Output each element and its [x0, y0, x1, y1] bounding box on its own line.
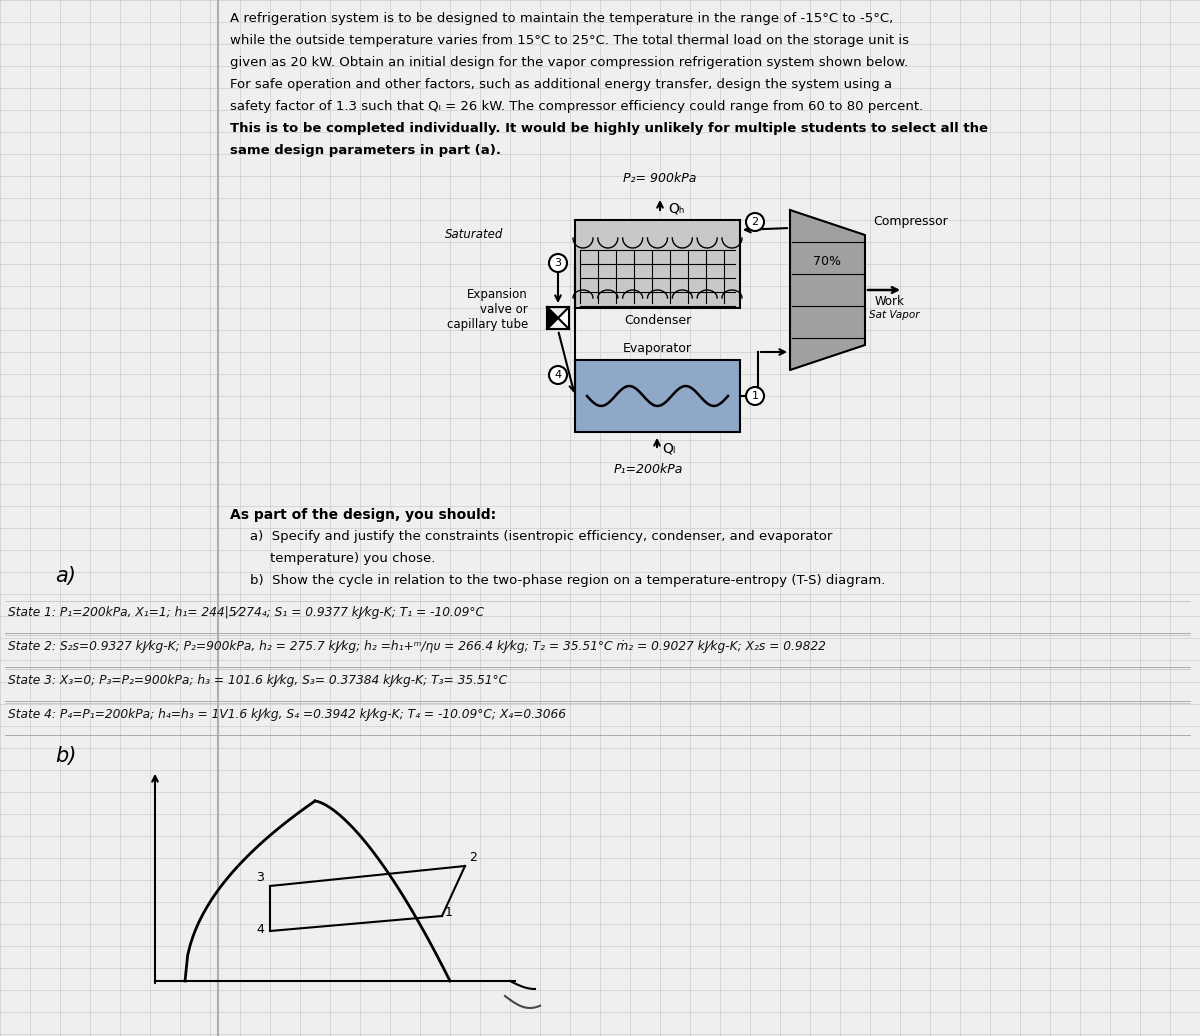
- Polygon shape: [558, 307, 569, 329]
- Text: same design parameters in part (a).: same design parameters in part (a).: [230, 144, 502, 157]
- Text: 4: 4: [256, 923, 264, 936]
- Bar: [575, 220, 740, 308]
- Text: b)  Show the cycle in relation to the two-phase region on a temperature-entropy : b) Show the cycle in relation to the two…: [250, 574, 886, 587]
- Polygon shape: [547, 307, 558, 329]
- Circle shape: [550, 254, 568, 272]
- Text: Sat Vapor: Sat Vapor: [869, 310, 919, 320]
- Text: Qₗ: Qₗ: [662, 441, 676, 455]
- Text: State 1: P₁=200kPa, X₁=1; h₁= 244|5⁄274₄; S₁ = 0.9377 kJ⁄kg-K; T₁ = -10.09°C: State 1: P₁=200kPa, X₁=1; h₁= 244|5⁄274₄…: [8, 606, 484, 618]
- Text: State 3: X₃=0; P₃=P₂=900kPa; h₃ = 101.6 kJ⁄kg, S₃= 0.37384 kJ⁄kg-K; T₃= 35.51°C: State 3: X₃=0; P₃=P₂=900kPa; h₃ = 101.6 …: [8, 674, 508, 687]
- Text: 2: 2: [469, 851, 476, 864]
- Text: P₂= 900kPa: P₂= 900kPa: [623, 172, 697, 185]
- Text: A refrigeration system is to be designed to maintain the temperature in the rang: A refrigeration system is to be designed…: [230, 12, 893, 25]
- Text: Condenser: Condenser: [624, 314, 691, 327]
- Text: a): a): [55, 566, 76, 586]
- Text: 1: 1: [445, 906, 452, 919]
- Text: 4: 4: [554, 370, 562, 380]
- Text: given as 20 kW. Obtain an initial design for the vapor compression refrigeration: given as 20 kW. Obtain an initial design…: [230, 56, 908, 69]
- Circle shape: [746, 387, 764, 405]
- Circle shape: [550, 366, 568, 384]
- Text: safety factor of 1.3 such that Qₗ = 26 kW. The compressor efficiency could range: safety factor of 1.3 such that Qₗ = 26 k…: [230, 100, 923, 113]
- Text: 1: 1: [751, 391, 758, 401]
- Text: Compressor: Compressor: [874, 215, 948, 228]
- Text: State 2: S₂s=0.9327 kJ⁄kg-K; P₂=900kPa, h₂ = 275.7 kJ⁄kg; h₂ =h₁+ᵐ/ηᴜ = 266.4 kJ: State 2: S₂s=0.9327 kJ⁄kg-K; P₂=900kPa, …: [8, 640, 826, 653]
- Text: This is to be completed individually. It would be highly unlikely for multiple s: This is to be completed individually. It…: [230, 122, 988, 135]
- Text: State 4: P₄=P₁=200kPa; h₄=h₃ = 1V1.6 kJ⁄kg, S₄ =0.3942 kJ⁄kg-K; T₄ = -10.09°C; X: State 4: P₄=P₁=200kPa; h₄=h₃ = 1V1.6 kJ⁄…: [8, 708, 566, 721]
- Text: 70%: 70%: [814, 255, 841, 268]
- Polygon shape: [790, 210, 865, 370]
- Text: As part of the design, you should:: As part of the design, you should:: [230, 508, 496, 522]
- Text: Evaporator: Evaporator: [623, 342, 692, 355]
- Text: Qₕ: Qₕ: [668, 201, 684, 215]
- Text: 3: 3: [554, 258, 562, 268]
- Text: Saturated: Saturated: [445, 228, 503, 241]
- Circle shape: [746, 213, 764, 231]
- Bar: [575, 359, 740, 432]
- Text: 3: 3: [256, 871, 264, 884]
- Text: b): b): [55, 746, 77, 766]
- Text: Work: Work: [875, 295, 905, 308]
- Text: Expansion
valve or
capillary tube: Expansion valve or capillary tube: [446, 288, 528, 330]
- Text: P₁=200kPa: P₁=200kPa: [613, 463, 683, 476]
- Text: while the outside temperature varies from 15°C to 25°C. The total thermal load o: while the outside temperature varies fro…: [230, 34, 910, 47]
- Text: temperature) you chose.: temperature) you chose.: [270, 552, 436, 565]
- Text: For safe operation and other factors, such as additional energy transfer, design: For safe operation and other factors, su…: [230, 78, 892, 91]
- Text: 2: 2: [751, 217, 758, 227]
- Text: a)  Specify and justify the constraints (isentropic efficiency, condenser, and e: a) Specify and justify the constraints (…: [250, 530, 833, 543]
